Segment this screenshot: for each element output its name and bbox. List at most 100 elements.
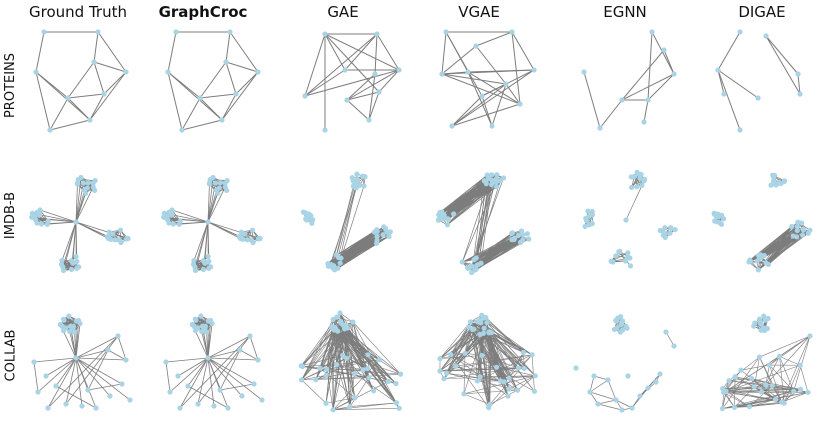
graph-node: [247, 333, 253, 339]
graph-node: [619, 97, 625, 103]
graph-edge: [722, 399, 776, 409]
graph-node: [298, 363, 304, 369]
graph-edge: [67, 93, 105, 99]
graph-node: [83, 190, 89, 196]
graph-panel-proteins-egnn: [581, 29, 677, 131]
graph-node: [385, 378, 391, 385]
graph-edge: [304, 33, 378, 97]
graph-node: [453, 363, 459, 369]
graph-edge: [219, 349, 241, 391]
graph-edge: [75, 221, 129, 239]
graph-edge: [346, 358, 374, 391]
graph-edge: [55, 357, 77, 387]
graph-panel-proteins-graphcroc: [165, 29, 261, 133]
graph-node: [487, 401, 493, 408]
graph-node: [746, 404, 752, 410]
graph-node: [503, 81, 509, 87]
graph-node: [587, 389, 593, 395]
graph-panel-proteins-digae: [715, 29, 803, 133]
graph-edge: [723, 364, 801, 393]
graph-node: [217, 180, 224, 186]
graph-node: [449, 123, 455, 129]
graph-edge: [589, 379, 609, 393]
graph-node: [805, 230, 811, 236]
graph-node: [323, 400, 329, 406]
graph-edge: [722, 380, 730, 409]
graph-panel-collab-gae: [298, 310, 404, 413]
graph-edge: [35, 71, 91, 121]
graph-node: [71, 329, 78, 335]
graph-edge: [97, 31, 127, 73]
graph-edge: [734, 376, 736, 408]
graph-edge: [65, 357, 77, 405]
graph-edge: [324, 33, 346, 71]
graph-edge: [200, 316, 209, 359]
graph-panel-proteins-gae: [302, 31, 402, 133]
graph-node: [668, 225, 674, 231]
graph-edge: [475, 31, 513, 47]
graph-edge: [455, 354, 533, 367]
graph-node: [79, 403, 85, 409]
graph-edge: [199, 61, 227, 99]
graph-edge: [334, 327, 397, 384]
graph-edge: [799, 365, 809, 393]
graph-node: [437, 209, 443, 216]
graph-node: [170, 221, 176, 227]
graph-edge: [768, 234, 803, 265]
graph-node: [608, 258, 614, 265]
graph-edge: [621, 49, 665, 101]
graph-node: [763, 382, 769, 388]
graph-node: [619, 407, 625, 413]
graph-node: [723, 388, 729, 394]
graph-node: [393, 400, 400, 406]
graph-edge: [207, 186, 226, 223]
graph-node: [663, 329, 669, 335]
graph-edge: [225, 61, 259, 73]
graph-node: [473, 255, 479, 261]
graph-node: [324, 366, 330, 372]
graph-node: [471, 326, 477, 332]
graph-node: [623, 217, 629, 223]
graph-edge: [187, 357, 209, 387]
graph-edge: [352, 321, 401, 375]
graph-node: [436, 217, 442, 223]
graph-node: [248, 237, 255, 243]
graph-edge: [441, 73, 521, 105]
graph-edge: [219, 383, 255, 391]
graph-node: [361, 183, 367, 189]
graph-edge: [207, 357, 263, 401]
graph-edge: [350, 402, 397, 407]
graph-edge: [751, 378, 776, 400]
graph-edge: [665, 331, 675, 347]
graph-node: [441, 212, 447, 218]
graph-edge: [169, 357, 209, 393]
graph-node: [166, 220, 172, 226]
graph-edge: [207, 183, 210, 223]
graph-node: [117, 227, 124, 233]
graph-node: [776, 179, 782, 186]
graph-node: [531, 67, 537, 73]
graph-node: [205, 219, 211, 225]
graph-edge: [107, 349, 127, 361]
graph-edge: [346, 69, 400, 101]
graph-edge: [451, 69, 535, 127]
graph-edge: [334, 329, 369, 356]
graph-node: [497, 378, 504, 384]
graph-node: [493, 176, 499, 182]
graph-edge: [301, 377, 369, 381]
graph-edge: [511, 31, 535, 71]
graph-edge: [193, 221, 209, 261]
graph-edge: [35, 71, 51, 131]
graph-edge: [439, 174, 488, 213]
graph-edge: [728, 378, 752, 381]
graph-edge: [723, 392, 750, 407]
graph-edge: [376, 33, 400, 71]
graph-edge: [349, 377, 370, 407]
graph-edge: [75, 186, 94, 223]
graph-edge: [781, 335, 811, 403]
graph-node: [185, 383, 191, 389]
graph-node: [494, 184, 500, 190]
graph-node: [372, 71, 378, 77]
graph-edge: [467, 71, 493, 127]
